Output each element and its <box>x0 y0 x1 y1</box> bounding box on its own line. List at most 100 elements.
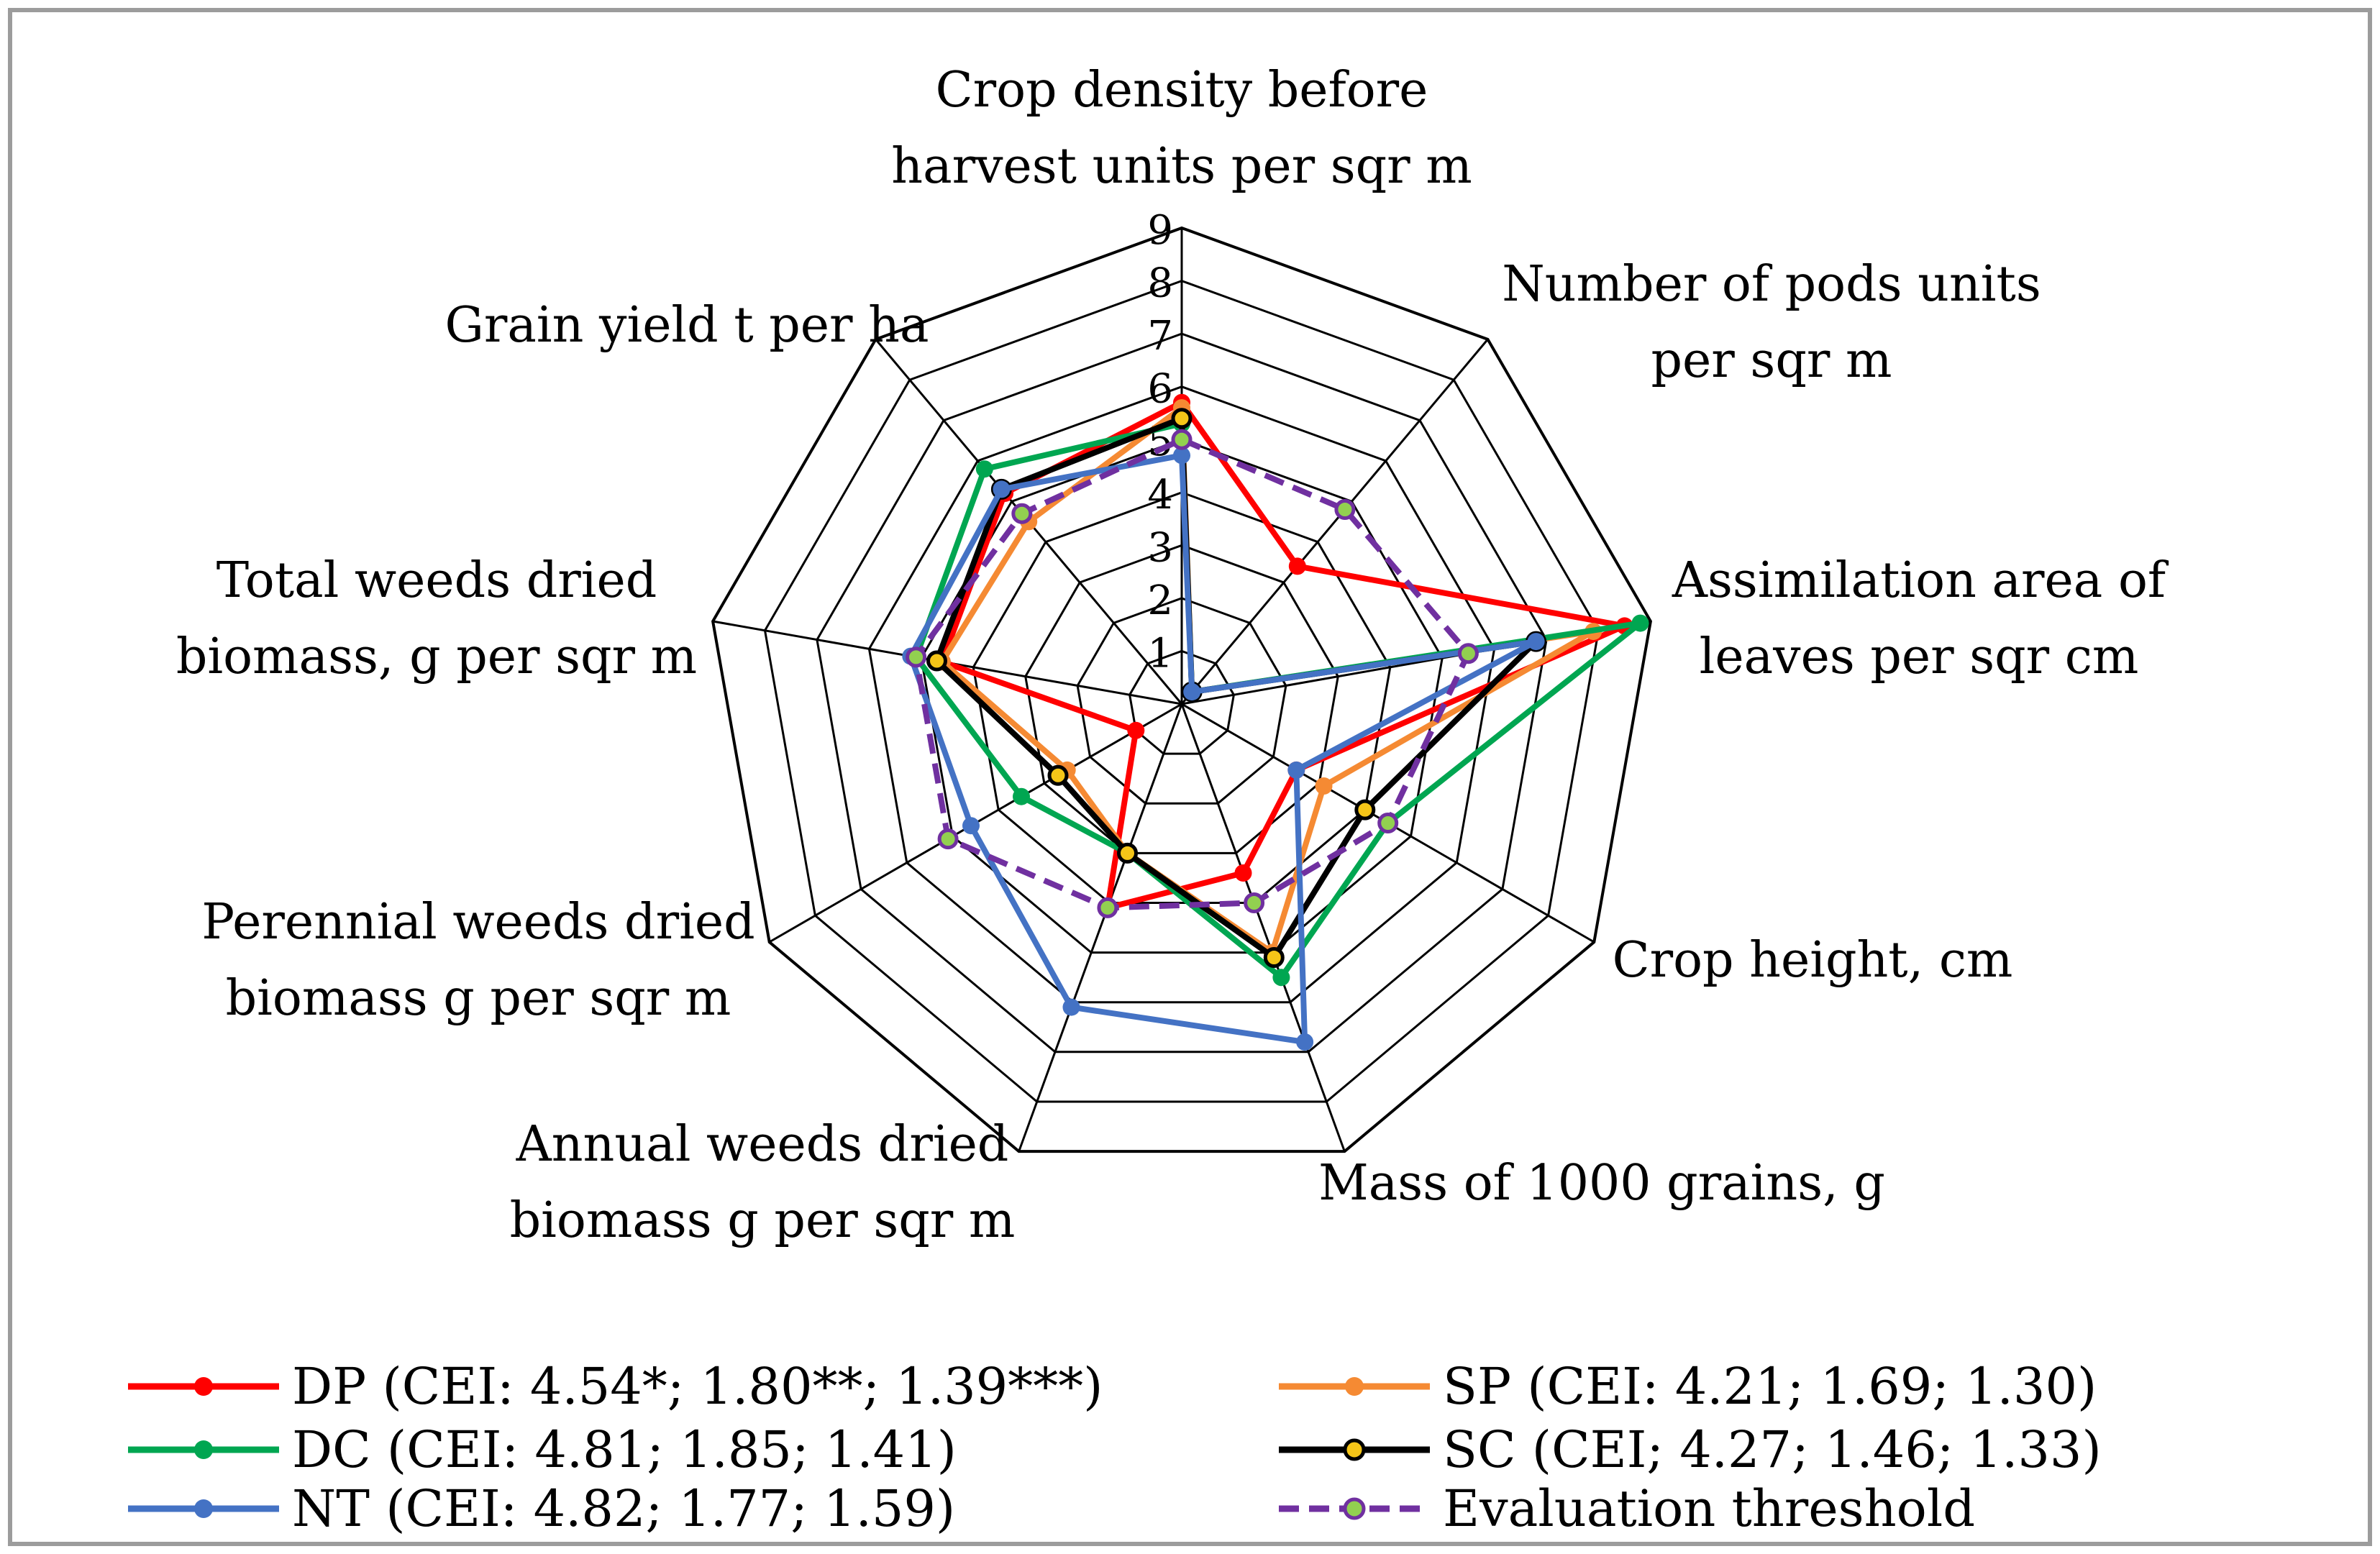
legend-swatch-marker <box>1343 1438 1366 1461</box>
axis-label-3: Assimilation area of leaves per sqr cm <box>1672 552 2169 685</box>
legend: DP (CEI: 4.54*; 1.80**; 1.39***) SP (CEI:… <box>128 1357 2102 1538</box>
data-point <box>1272 969 1290 987</box>
axis-label-line: Perennial weeds dried <box>201 894 754 951</box>
data-point <box>926 650 947 672</box>
data-point <box>1263 947 1285 968</box>
tick-label-4: 4 <box>1147 472 1173 518</box>
data-point <box>1315 777 1333 795</box>
data-point <box>1013 787 1030 805</box>
axis-label-line: biomass, g per sqr m <box>176 629 697 685</box>
data-point <box>1171 408 1193 429</box>
legend-item-dp: DP (CEI: 4.54*; 1.80**; 1.39***) <box>128 1357 1103 1416</box>
data-point <box>1171 429 1193 450</box>
axis-label-6: Annual weeds dried biomass g per sqr m <box>510 1116 1016 1249</box>
data-point <box>975 460 993 478</box>
data-point <box>1377 813 1399 833</box>
figure-border <box>8 8 2372 1546</box>
tick-label-9: 9 <box>1147 207 1173 254</box>
series-line <box>913 437 1472 911</box>
grid-ring-1 <box>1129 649 1235 755</box>
data-point <box>1296 1033 1314 1051</box>
grid-ring-7 <box>816 332 1548 1053</box>
legend-item-evaluation-threshold: Evaluation threshold <box>1279 1479 1975 1538</box>
legend-swatch-marker <box>194 1440 213 1459</box>
axis-labels: Crop density before harvest units per sqr… <box>176 62 2169 1249</box>
grid-ring-6 <box>867 385 1496 1004</box>
data-point <box>1047 764 1069 786</box>
grid-spoke-2 <box>1180 338 1489 705</box>
data-point <box>1097 897 1118 918</box>
legend-item-nt: NT (CEI: 4.82; 1.77; 1.59) <box>128 1479 955 1538</box>
legend-label: SC (CEI; 4.27; 1.46; 1.33) <box>1443 1420 2102 1479</box>
radar-series <box>902 393 1649 1051</box>
axis-label-1: Crop density before harvest units per sqr… <box>891 62 1472 195</box>
data-point <box>1334 499 1356 520</box>
legend-item-sc: SC (CEI; 4.27; 1.46; 1.33) <box>1279 1420 2102 1479</box>
legend-item-sp: SP (CEI: 4.21; 1.69; 1.30) <box>1279 1357 2097 1416</box>
axis-label-line: biomass g per sqr m <box>510 1192 1016 1249</box>
legend-label: SP (CEI: 4.21; 1.69; 1.30) <box>1443 1357 2097 1416</box>
tick-label-8: 8 <box>1147 260 1173 307</box>
axis-label-2: Number of pods units per sqr m <box>1502 256 2041 389</box>
data-point <box>1287 761 1305 779</box>
legend-label: DC (CEI: 4.81; 1.85; 1.41) <box>292 1420 957 1479</box>
axis-label-line: Total weeds dried <box>216 552 657 609</box>
data-point <box>1288 557 1306 575</box>
data-point <box>1127 721 1145 739</box>
axis-label-line: Annual weeds dried <box>516 1116 1009 1173</box>
grid-ring-2 <box>1076 597 1287 805</box>
grid-spoke-5 <box>1180 703 1346 1152</box>
grid-ring-3 <box>1024 544 1339 854</box>
legend-label: DP (CEI: 4.54*; 1.80**; 1.39***) <box>292 1357 1103 1416</box>
tick-label-1: 1 <box>1147 630 1173 677</box>
data-point <box>1011 503 1033 524</box>
data-point <box>1354 799 1376 821</box>
data-point <box>1244 892 1265 913</box>
data-point <box>1234 864 1252 882</box>
axis-label-line: leaves per sqr cm <box>1700 629 2139 685</box>
tick-label-6: 6 <box>1147 366 1173 413</box>
grid-ring-9 <box>711 226 1652 1153</box>
axis-label-line: Mass of 1000 grains, g <box>1318 1155 1885 1212</box>
grid-spoke-6 <box>1018 703 1183 1152</box>
legend-label: NT (CEI: 4.82; 1.77; 1.59) <box>292 1479 955 1538</box>
tick-label-7: 7 <box>1147 313 1173 360</box>
data-point <box>937 828 959 850</box>
series-nt <box>902 447 1545 1051</box>
grid-ring-8 <box>763 280 1600 1103</box>
legend-label: Evaluation threshold <box>1443 1479 1975 1538</box>
data-point <box>1527 633 1545 651</box>
axis-label-line: Crop density before <box>936 62 1428 119</box>
axis-label-line: harvest units per sqr m <box>891 138 1472 195</box>
axis-label-line: per sqr m <box>1651 332 1892 389</box>
legend-swatch-marker <box>194 1377 213 1396</box>
legend-swatch-marker <box>1345 1377 1364 1396</box>
legend-swatch-marker <box>1343 1497 1366 1520</box>
data-point <box>993 480 1011 498</box>
tick-label-3: 3 <box>1147 524 1173 571</box>
axis-label-9: Grain yield t per ha <box>445 297 929 354</box>
axis-label-line: Number of pods units <box>1502 256 2041 313</box>
tick-label-2: 2 <box>1147 577 1173 624</box>
data-point <box>1173 447 1190 465</box>
legend-item-dc: DC (CEI: 4.81; 1.85; 1.41) <box>128 1420 957 1479</box>
grid-ring-4 <box>972 491 1392 904</box>
data-point <box>906 646 927 668</box>
axis-label-line: Assimilation area of <box>1672 552 2169 609</box>
data-point <box>1631 614 1649 632</box>
axis-label-4: Crop height, cm <box>1613 932 2013 989</box>
axis-label-7: Perennial weeds dried biomass g per sqr m <box>201 894 754 1027</box>
data-point <box>1183 683 1201 701</box>
series-evaluation-threshold <box>906 429 1479 918</box>
data-point <box>1117 842 1138 864</box>
axis-label-8: Total weeds dried biomass, g per sqr m <box>176 552 697 685</box>
axis-label-line: biomass g per sqr m <box>226 970 731 1027</box>
data-point <box>1457 643 1479 664</box>
data-point <box>1062 998 1080 1016</box>
series-line <box>908 452 1539 1045</box>
axis-label-5: Mass of 1000 grains, g <box>1318 1155 1885 1212</box>
data-point <box>962 817 980 835</box>
legend-swatch-marker <box>194 1499 213 1518</box>
